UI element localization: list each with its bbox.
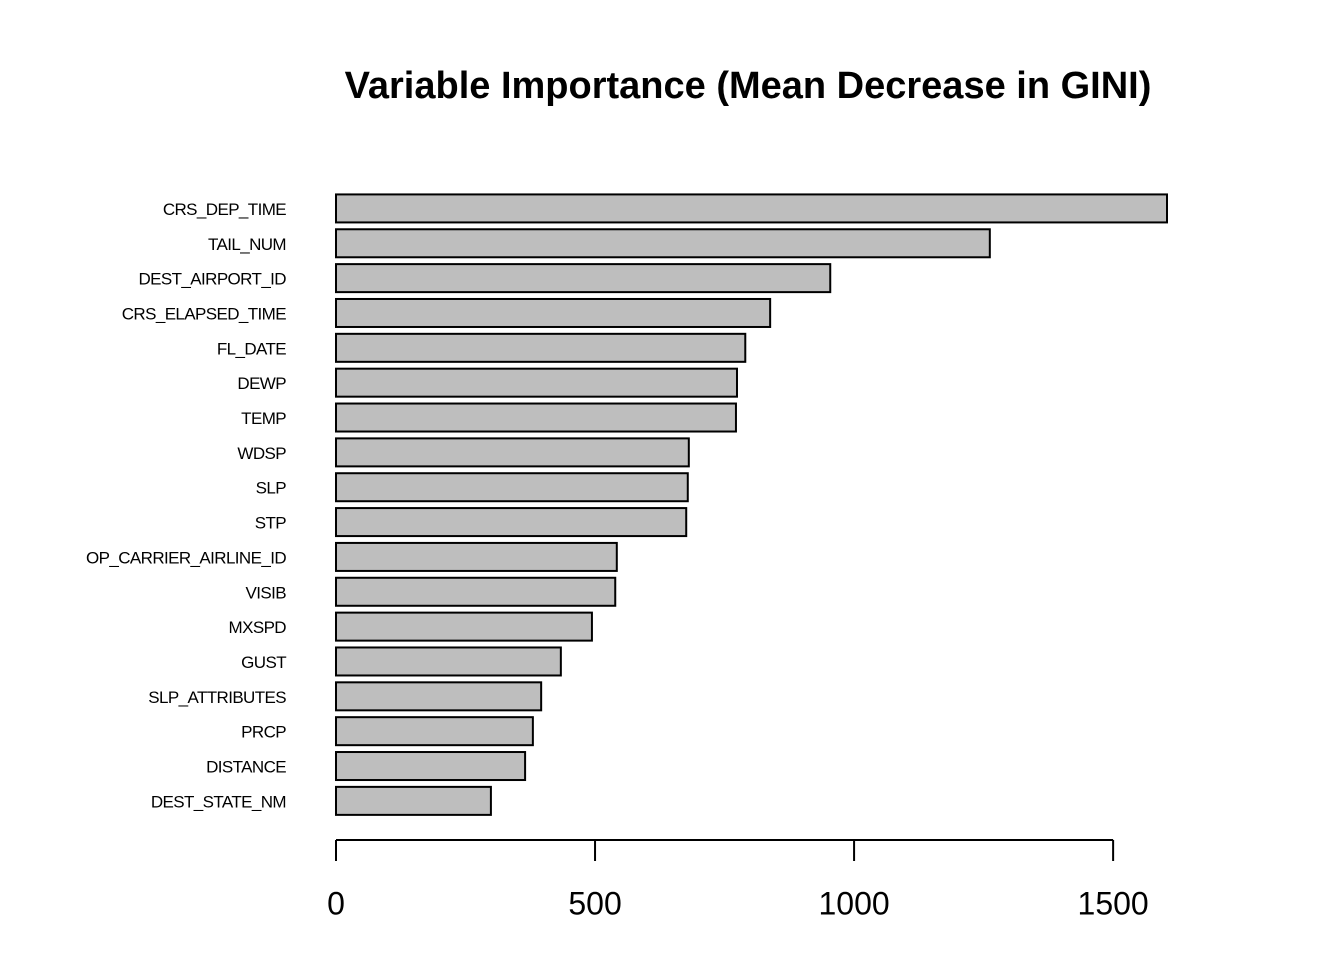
bar	[335, 611, 593, 642]
y-tick-label: FL_DATE	[217, 339, 286, 358]
bar	[335, 332, 747, 363]
y-tick-label: VISIB	[246, 583, 287, 602]
bar	[335, 437, 690, 468]
x-tick-label: 1500	[1078, 885, 1149, 921]
y-tick-label: CRS_ELAPSED_TIME	[122, 304, 286, 323]
y-tick-label: GUST	[241, 653, 286, 672]
bar	[335, 681, 543, 712]
bar	[335, 472, 689, 503]
y-tick-label: OP_CARRIER_AIRLINE_ID	[86, 548, 286, 567]
bar	[335, 751, 527, 782]
bar	[335, 541, 618, 572]
bar	[335, 716, 534, 747]
y-tick-label: DEST_AIRPORT_ID	[138, 270, 286, 289]
x-tick-label: 1000	[818, 885, 889, 921]
bar	[335, 367, 738, 398]
bar	[335, 646, 562, 677]
y-tick-label: CRS_DEP_TIME	[163, 200, 286, 219]
bar	[335, 402, 737, 433]
y-tick-label: TEMP	[241, 409, 286, 428]
chart-title: Variable Importance (Mean Decrease in GI…	[345, 65, 1152, 107]
bar	[335, 297, 772, 328]
y-tick-label: DEST_STATE_NM	[151, 792, 286, 811]
y-tick-label: SLP_ATTRIBUTES	[148, 688, 286, 707]
bar	[335, 785, 492, 816]
bar	[335, 507, 688, 538]
x-tick-label: 500	[568, 885, 621, 921]
y-tick-label: DISTANCE	[206, 758, 286, 777]
y-tick-label: MXSPD	[229, 618, 287, 637]
y-tick-label: DEWP	[237, 374, 286, 393]
y-tick-label: PRCP	[241, 723, 286, 742]
bar	[335, 228, 991, 259]
x-tick-label: 0	[327, 885, 345, 921]
bar	[335, 576, 617, 607]
y-tick-label: SLP	[256, 479, 287, 498]
bar	[335, 263, 832, 294]
bar	[335, 193, 1168, 224]
y-tick-label: TAIL_NUM	[208, 235, 286, 254]
y-tick-label: STP	[255, 514, 287, 533]
y-tick-label: WDSP	[237, 444, 286, 463]
